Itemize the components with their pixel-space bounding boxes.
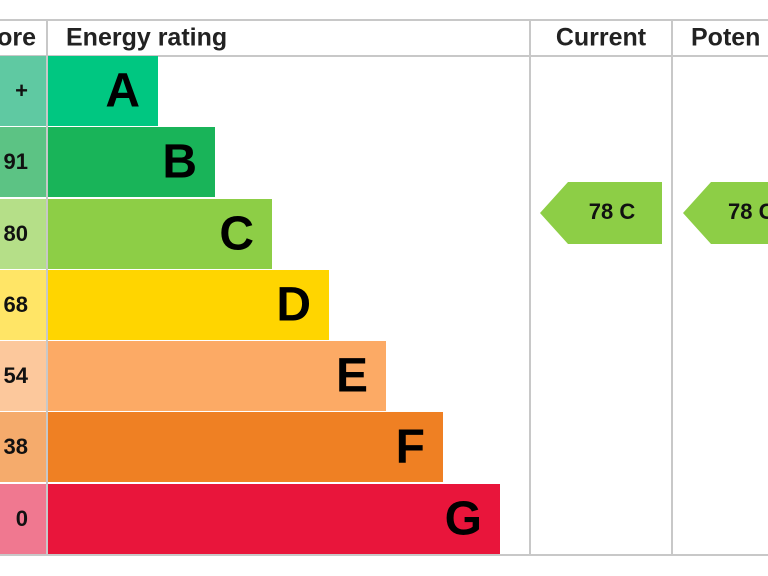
- score-cell: [0, 56, 46, 126]
- current-header: Current: [556, 24, 647, 52]
- band-score: 68: [4, 292, 28, 317]
- band-letter: A: [105, 65, 140, 118]
- band-bar: [48, 341, 386, 411]
- band-score: 91: [4, 149, 28, 174]
- band-letter: C: [219, 208, 254, 261]
- rating-header: Energy rating: [66, 24, 227, 52]
- score-cell: [0, 341, 46, 411]
- band-bar: [48, 127, 215, 197]
- band-letter: B: [162, 136, 197, 189]
- band-bar: [48, 199, 272, 269]
- band-bar: [48, 484, 500, 554]
- band-letter: D: [276, 279, 311, 332]
- score-header: ore: [0, 24, 36, 52]
- band-letter: E: [336, 350, 368, 403]
- band-score: +: [15, 78, 28, 103]
- current-rating: 78 C: [589, 199, 636, 224]
- score-cell: [0, 199, 46, 269]
- score-cell: [0, 484, 46, 554]
- current-arrow: [540, 182, 662, 244]
- bands: + A 91 B 80 C 68 D 54 E 38 F 0 G: [0, 56, 500, 554]
- score-cell: [0, 412, 46, 482]
- band-letter: G: [445, 493, 482, 546]
- score-cell: [0, 270, 46, 340]
- band-bar: [48, 412, 443, 482]
- band-score: 38: [4, 434, 28, 459]
- band-score: 80: [4, 221, 28, 246]
- band-bar: [48, 270, 329, 340]
- potential-rating: 78 C: [728, 199, 768, 224]
- potential-arrow: [683, 182, 768, 244]
- potential-header: Poten: [691, 24, 760, 52]
- band-bar: [48, 56, 158, 126]
- band-score: 0: [16, 506, 28, 531]
- band-score: 54: [4, 363, 29, 388]
- band-letter: F: [396, 421, 425, 474]
- score-cell: [0, 127, 46, 197]
